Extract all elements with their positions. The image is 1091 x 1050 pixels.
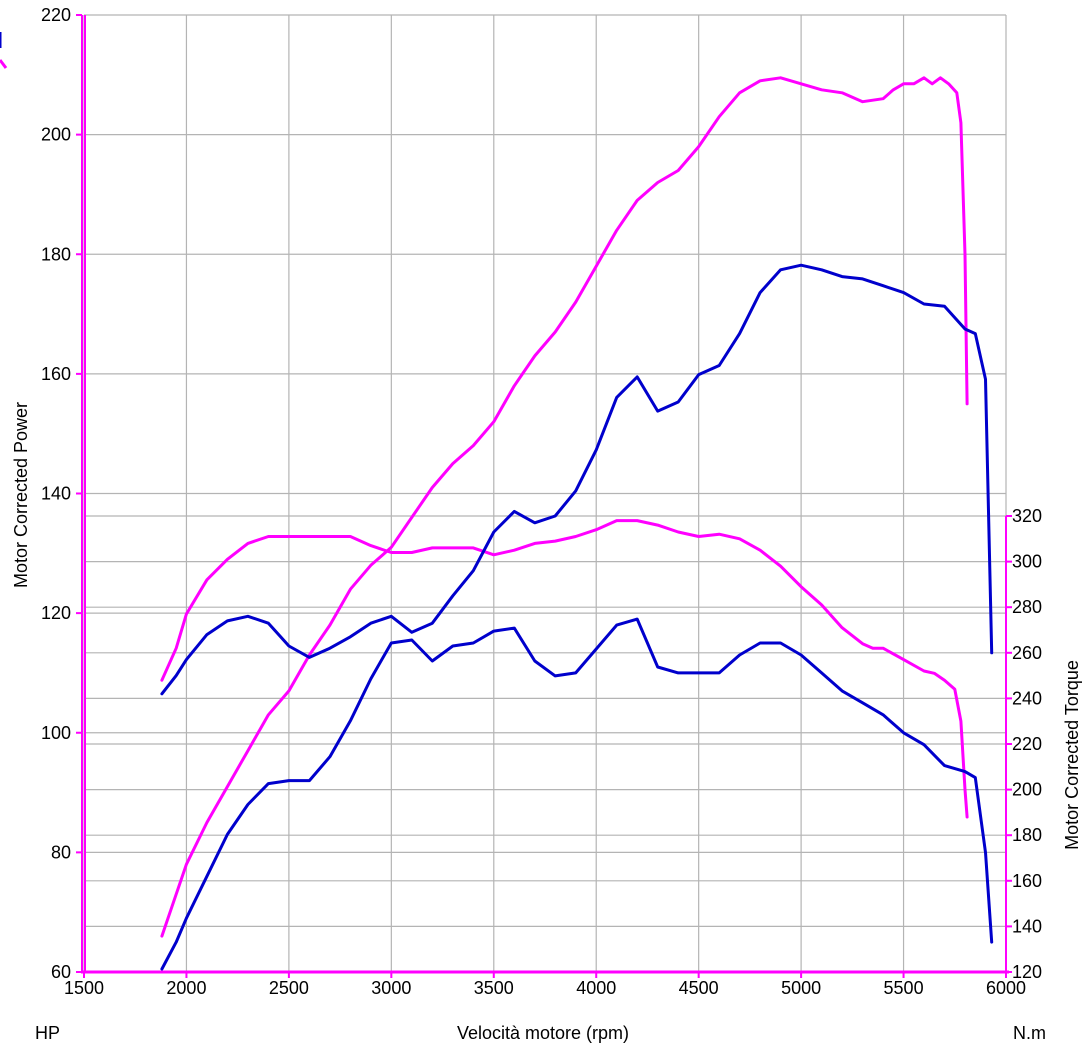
x-tick-label: 4000 bbox=[576, 978, 616, 998]
x-tick-label: 4500 bbox=[679, 978, 719, 998]
right-y-tick-label: 220 bbox=[1012, 734, 1042, 754]
right-y-tick-label: 120 bbox=[1012, 962, 1042, 982]
right-y-tick-label: 200 bbox=[1012, 780, 1042, 800]
legend-swatch-magenta bbox=[0, 59, 8, 69]
right-y-tick-label: 180 bbox=[1012, 825, 1042, 845]
right-y-tick-label: 320 bbox=[1012, 506, 1042, 526]
x-axis-label: Velocità motore (rpm) bbox=[457, 1023, 629, 1043]
left-y-tick-label: 60 bbox=[51, 962, 71, 982]
x-tick-label: 3500 bbox=[474, 978, 514, 998]
left-unit-label: HP bbox=[35, 1023, 60, 1043]
left-y-axis-label: Motor Corrected Power bbox=[11, 402, 31, 588]
left-y-tick-label: 80 bbox=[51, 842, 71, 862]
x-tick-label: 2000 bbox=[166, 978, 206, 998]
left-y-tick-label: 200 bbox=[41, 125, 71, 145]
x-tick-labels: 1500 2000 2500 3000 3500 4000 4500 5000 5500 6000 bbox=[64, 978, 1026, 998]
left-y-tick-labels: 60 80 100 120 140 160 180 200 220 bbox=[41, 5, 71, 982]
x-tick-label: 3000 bbox=[371, 978, 411, 998]
right-unit-label: N.m bbox=[1013, 1023, 1046, 1043]
x-tick-label: 1500 bbox=[64, 978, 104, 998]
left-y-tick-label: 160 bbox=[41, 364, 71, 384]
series-line-3 bbox=[160, 617, 994, 971]
right-y-tick-label: 260 bbox=[1012, 643, 1042, 663]
left-y-tick-label: 180 bbox=[41, 244, 71, 264]
x-tick-label: 6000 bbox=[986, 978, 1026, 998]
right-y-tick-label: 160 bbox=[1012, 871, 1042, 891]
horizontal-gridlines bbox=[84, 14, 1006, 973]
right-y-tick-labels: 120 140 160 180 200 220 240 260 280 300 320 bbox=[1012, 506, 1042, 982]
right-y-tick-label: 140 bbox=[1012, 916, 1042, 936]
series-line-1 bbox=[160, 76, 969, 938]
right-y-tick-label: 240 bbox=[1012, 688, 1042, 708]
right-y-tick-label: 280 bbox=[1012, 597, 1042, 617]
left-y-tick-label: 220 bbox=[41, 5, 71, 25]
x-tick-label: 5500 bbox=[884, 978, 924, 998]
right-y-tick-label: 300 bbox=[1012, 552, 1042, 572]
series-line-4 bbox=[160, 263, 994, 696]
x-tick-label: 2500 bbox=[269, 978, 309, 998]
right-y-axis-label: Motor Corrected Torque bbox=[1062, 660, 1082, 850]
left-y-tick-label: 100 bbox=[41, 723, 71, 743]
series-line-2 bbox=[160, 519, 969, 819]
left-y-tick-label: 120 bbox=[41, 603, 71, 623]
left-y-tick-label: 140 bbox=[41, 484, 71, 504]
axes-group bbox=[76, 14, 1012, 978]
x-tick-label: 5000 bbox=[781, 978, 821, 998]
series-group bbox=[160, 76, 994, 971]
